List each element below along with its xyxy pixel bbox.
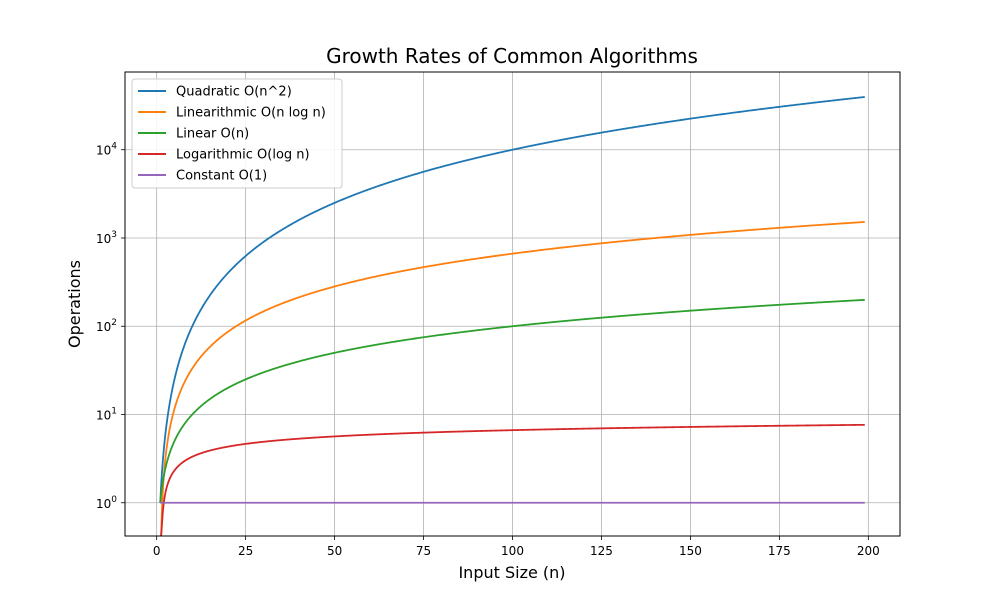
legend-label: Linearithmic O(n log n) [176, 106, 326, 121]
x-tick-label: 150 [679, 544, 702, 558]
y-tick-label: 104 [96, 142, 117, 158]
series-layer [159, 96, 865, 537]
y-tick-label: 103 [96, 230, 117, 246]
series-line-3 [160, 423, 865, 537]
x-axis: 0 25 50 75 100 125 150 175 200 [153, 536, 880, 558]
legend-box [131, 78, 343, 189]
x-tick-label: 175 [768, 544, 791, 558]
legend: Quadratic O(n^2) Linearithmic O(n log n) L… [131, 78, 343, 189]
y-axis: 100 101 102 103 104 [96, 142, 125, 511]
x-axis-label: Input Size (n) [458, 563, 565, 582]
legend-label: Quadratic O(n^2) [176, 85, 292, 100]
x-tick-label: 0 [153, 544, 161, 558]
x-tick-label: 75 [416, 544, 431, 558]
x-tick-label: 25 [238, 544, 253, 558]
y-axis-label: Operations [65, 260, 84, 348]
legend-label: Linear O(n) [176, 127, 249, 142]
y-tick-label: 101 [96, 406, 117, 422]
series-line-2 [159, 298, 865, 503]
series-line-1 [160, 221, 865, 537]
x-tick-label: 125 [590, 544, 613, 558]
x-tick-label: 200 [857, 544, 880, 558]
series-line-0 [159, 96, 865, 503]
x-tick-label: 50 [327, 544, 342, 558]
chart-title: Growth Rates of Common Algorithms [326, 44, 698, 68]
y-tick-label: 102 [96, 318, 117, 334]
y-tick-label: 100 [96, 495, 117, 511]
x-tick-label: 100 [501, 544, 524, 558]
legend-label: Constant O(1) [176, 169, 267, 184]
legend-label: Logarithmic O(log n) [176, 148, 310, 163]
